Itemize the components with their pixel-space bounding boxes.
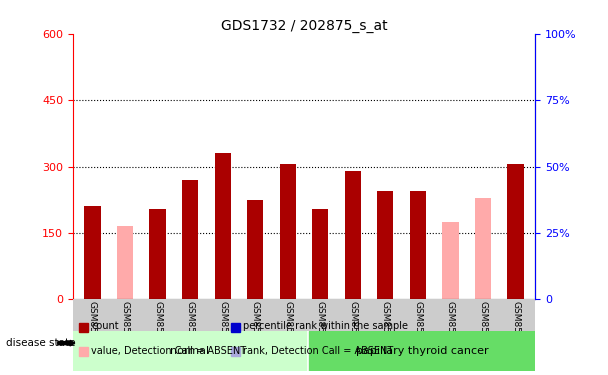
Bar	[73, 332, 306, 371]
Text: percentile rank within the sample: percentile rank within the sample	[243, 321, 408, 331]
Text: GSM85226: GSM85226	[446, 301, 455, 350]
Text: normal: normal	[170, 346, 209, 356]
Text: count: count	[91, 321, 119, 331]
Bar	[215, 153, 231, 300]
Bar	[150, 209, 166, 300]
Text: GSM85221: GSM85221	[283, 301, 292, 350]
Bar	[117, 226, 133, 300]
Bar	[410, 191, 426, 300]
Text: GSM85216: GSM85216	[120, 301, 130, 350]
Text: value, Detection Call = ABSENT: value, Detection Call = ABSENT	[91, 346, 246, 355]
Bar	[442, 222, 458, 300]
Bar	[280, 164, 296, 300]
Text: GSM85220: GSM85220	[250, 301, 260, 350]
Bar	[508, 164, 523, 300]
Text: GSM85217: GSM85217	[153, 301, 162, 350]
Text: GSM85227: GSM85227	[478, 301, 488, 350]
Title: GDS1732 / 202875_s_at: GDS1732 / 202875_s_at	[221, 19, 387, 33]
Bar	[475, 198, 491, 300]
Text: GSM85222: GSM85222	[316, 301, 325, 350]
Text: GSM85218: GSM85218	[185, 301, 195, 350]
Text: disease state: disease state	[6, 338, 75, 348]
Bar	[377, 191, 393, 300]
Bar	[309, 332, 535, 371]
Text: GSM85219: GSM85219	[218, 301, 227, 350]
Bar	[85, 207, 100, 300]
Text: GSM85224: GSM85224	[381, 301, 390, 350]
Text: GSM85223: GSM85223	[348, 301, 358, 350]
Bar	[247, 200, 263, 300]
Text: papillary thyroid cancer: papillary thyroid cancer	[356, 346, 488, 356]
Text: GSM85215: GSM85215	[88, 301, 97, 350]
Text: rank, Detection Call = ABSENT: rank, Detection Call = ABSENT	[243, 346, 393, 355]
Bar	[182, 180, 198, 300]
Text: GSM85225: GSM85225	[413, 301, 423, 350]
Bar	[345, 171, 361, 300]
Text: GSM85228: GSM85228	[511, 301, 520, 350]
Bar	[312, 209, 328, 300]
